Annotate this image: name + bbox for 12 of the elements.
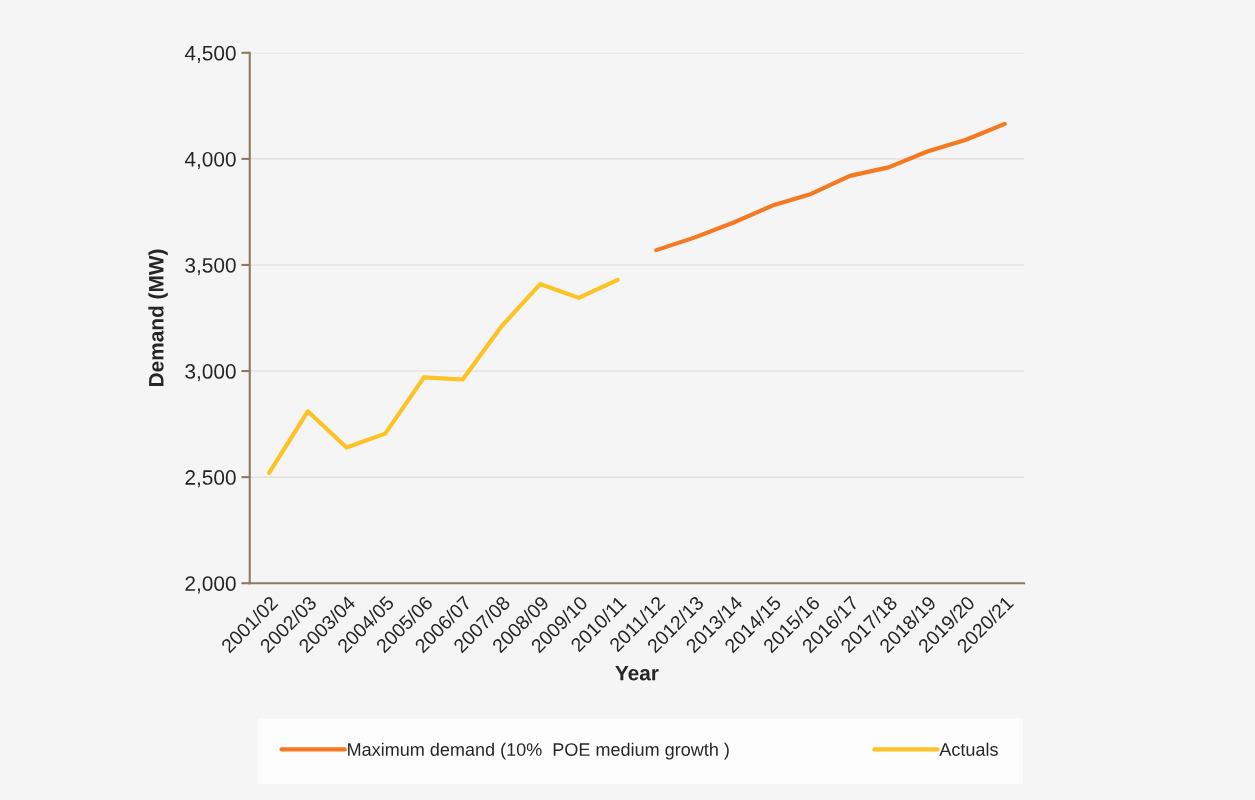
legend-label: Maximum demand (10% POE medium growth ) [348, 742, 729, 760]
y-tick-label: 3,000 [185, 364, 236, 382]
line-series [654, 121, 1007, 253]
x-axis-title: Year [615, 665, 659, 681]
line-series [267, 277, 620, 475]
y-tick-label: 4,500 [184, 45, 236, 64]
y-tick-label: 4,000 [184, 151, 236, 170]
legend-label: Actuals [939, 742, 998, 756]
y-tick-label: 2,500 [185, 470, 236, 488]
y-axis-title: Demand (MW) [148, 249, 168, 387]
y-tick-label: 3,500 [185, 257, 236, 276]
y-tick-label: 2,000 [185, 576, 236, 594]
